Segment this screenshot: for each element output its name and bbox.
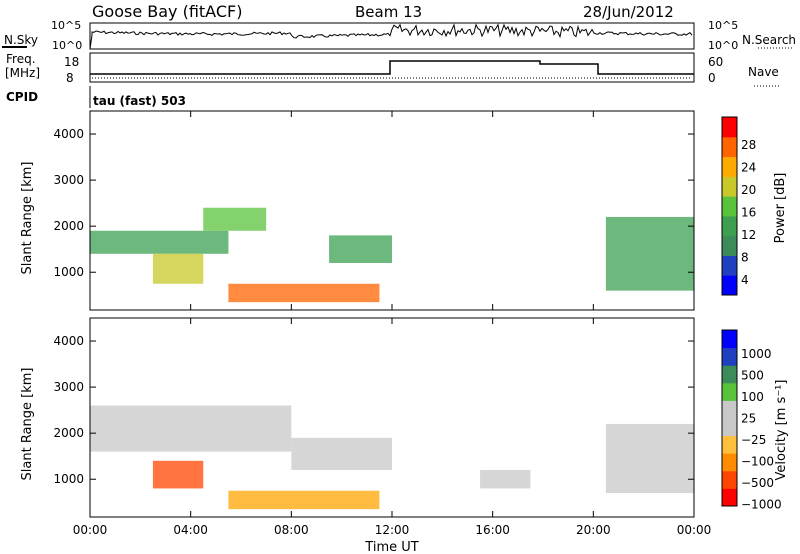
x-tick-label-6: 00:00: [677, 523, 712, 537]
nsky-trace: [89, 23, 693, 50]
power-ylabel: Slant Range [km]: [20, 162, 35, 275]
velocity-ytick-1: 2000: [53, 426, 84, 440]
power-colorbar-swatch-4: [722, 196, 737, 217]
x-tick-label-0: 00:00: [73, 523, 108, 537]
velocity-colorbar-tick-6: −500: [741, 476, 774, 490]
velocity-ytick-3: 4000: [53, 334, 84, 348]
power-region-5: [605, 216, 694, 291]
power-region-4: [329, 235, 392, 264]
freq-tick-top: 18: [64, 55, 79, 69]
freq-unit: [MHz]: [5, 66, 40, 80]
cpid-label: CPID: [6, 90, 38, 104]
nave-tick-top: 60: [708, 55, 723, 69]
power-colorbar-swatch-3: [722, 215, 737, 237]
nsky-tick-top: 10^5: [51, 19, 81, 32]
nave-tick-bottom: 0: [708, 71, 716, 85]
cpid-value: tau (fast) 503: [93, 94, 186, 108]
power-region-0: [90, 230, 229, 254]
nsearch-tick-bottom: 10^0: [708, 39, 738, 52]
power-colorbar-swatch-7: [722, 136, 737, 158]
beam-title: Beam 13: [355, 3, 422, 21]
velocity-ylabel: Slant Range [km]: [20, 368, 35, 481]
power-ytick-3: 4000: [53, 127, 84, 141]
nsearch-tick-top: 10^5: [708, 19, 738, 32]
power-region-2: [203, 207, 267, 231]
power-colorbar-tick-0: 28: [741, 138, 756, 152]
velocity-colorbar-tick-7: −1000: [741, 498, 782, 512]
power-colorbar-swatch-2: [722, 235, 737, 256]
power-region-1: [152, 253, 204, 284]
velocity-region-2: [228, 490, 380, 510]
x-tick-label-4: 16:00: [475, 523, 510, 537]
power-colorbar-tick-4: 12: [741, 228, 756, 242]
nave-label: Nave: [748, 65, 779, 79]
x-axis-label: Time UT: [364, 540, 418, 554]
velocity-ytick-0: 1000: [53, 472, 84, 486]
power-colorbar-swatch-6: [722, 156, 737, 177]
power-colorbar-tick-1: 24: [741, 161, 756, 175]
x-tick-label-3: 12:00: [375, 523, 410, 537]
velocity-region-1: [152, 460, 204, 489]
velocity-colorbar-swatch-2: [722, 453, 737, 472]
velocity-region-5: [605, 423, 694, 494]
power-colorbar-swatch-0: [722, 275, 737, 296]
power-colorbar-tick-2: 20: [741, 183, 756, 197]
velocity-colorbar-tick-4: −25: [741, 433, 766, 447]
power-colorbar-label: Power [dB]: [773, 173, 788, 244]
velocity-colorbar-tick-0: 1000: [741, 347, 772, 361]
velocity-colorbar-swatch-4: [722, 418, 737, 437]
power-colorbar-swatch-8: [722, 117, 737, 138]
velocity-colorbar-swatch-9: [722, 330, 737, 349]
x-tick-label-5: 20:00: [576, 523, 611, 537]
freq-trace: [90, 60, 694, 75]
velocity-colorbar-tick-2: 100: [741, 390, 764, 404]
velocity-region-0: [90, 405, 292, 452]
power-ytick-2: 3000: [53, 173, 84, 187]
velocity-colorbar-swatch-8: [722, 347, 737, 366]
power-colorbar-swatch-5: [722, 176, 737, 197]
freq-label: Freq.: [6, 52, 36, 66]
velocity-colorbar-tick-1: 500: [741, 369, 764, 383]
power-ytick-1: 2000: [53, 219, 84, 233]
power-colorbar-tick-3: 16: [741, 206, 756, 220]
velocity-colorbar-tick-5: −100: [741, 455, 774, 469]
velocity-ytick-2: 3000: [53, 380, 84, 394]
date-title: 28/Jun/2012: [583, 3, 674, 21]
velocity-colorbar-swatch-0: [722, 488, 737, 507]
x-tick-label-2: 08:00: [274, 523, 309, 537]
velocity-colorbar-swatch-6: [722, 382, 737, 401]
power-colorbar-tick-5: 8: [741, 251, 749, 265]
freq-tick-bottom: 8: [66, 71, 74, 85]
velocity-region-3: [291, 437, 392, 471]
station-title: Goose Bay (fitACF): [92, 2, 242, 21]
velocity-colorbar-tick-3: 25: [741, 412, 756, 426]
nsky-panel: N.Sky 10^5 10^0 10^5 10^0 N.Search: [2, 19, 796, 52]
velocity-panel: 1000 2000 3000 4000 Slant Range [km] 1000 50…: [20, 317, 789, 518]
velocity-colorbar-swatch-5: [722, 400, 737, 419]
velocity-colorbar-swatch-7: [722, 365, 737, 384]
x-tick-label-1: 04:00: [173, 523, 208, 537]
velocity-colorbar-swatch-3: [722, 435, 737, 454]
nsky-tick-bottom: 10^0: [52, 39, 82, 52]
velocity-colorbar-label: Velocity [m s⁻¹]: [774, 380, 789, 481]
nsearch-label: N.Search: [742, 33, 796, 47]
power-colorbar-swatch-1: [722, 255, 737, 276]
x-axis: 00:00 04:00 08:00 12:00 16:00 20:00 00:00: [73, 111, 712, 537]
velocity-region-4: [480, 470, 531, 489]
velocity-colorbar-swatch-1: [722, 470, 737, 489]
nsky-label: N.Sky: [4, 33, 38, 47]
power-ytick-0: 1000: [53, 265, 84, 279]
power-colorbar-tick-6: 4: [741, 273, 749, 287]
power-panel: 1000 2000 3000 4000 Slant Range [km] 28 24 20…: [20, 110, 788, 311]
power-region-3: [228, 283, 380, 303]
freq-panel: Freq. [MHz] 18 8 60 0 Nave: [5, 52, 780, 87]
